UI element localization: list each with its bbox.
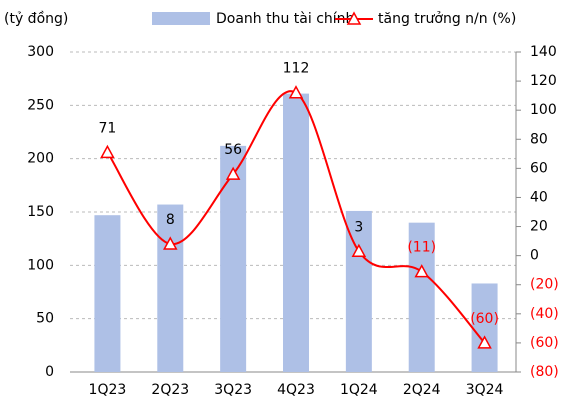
bar [94, 215, 121, 372]
y-tick-label: 0 [45, 364, 54, 380]
x-tick-label: 3Q24 [466, 382, 504, 398]
data-label: 56 [224, 142, 242, 158]
legend-label: Doanh thu tài chính [216, 11, 354, 27]
marker [351, 243, 367, 258]
marker [288, 85, 304, 99]
data-label: (11) [407, 240, 436, 256]
data-label: 71 [99, 120, 117, 136]
bar [345, 210, 372, 372]
data-label: (60) [470, 311, 499, 327]
y2-tick-label: (60) [530, 335, 559, 351]
bar [471, 283, 498, 372]
data-label: 3 [354, 219, 363, 235]
marker [100, 144, 115, 159]
x-tick-label: 1Q24 [340, 382, 378, 398]
data-label: 112 [283, 61, 310, 77]
marker [414, 264, 429, 278]
legend-label: tăng trưởng n/n (%) [378, 11, 516, 27]
y2-tick-label: 60 [530, 160, 548, 176]
x-tick-label: 4Q23 [277, 382, 315, 398]
data-label: 8 [166, 212, 175, 228]
y-tick-label: 50 [36, 311, 54, 327]
y2-tick-label: 100 [530, 102, 557, 118]
y2-tick-label: 40 [530, 189, 548, 205]
y2-tick-label: 80 [530, 131, 548, 147]
y-axis-label: (tỷ đồng) [4, 10, 68, 27]
y-tick-label: 100 [27, 257, 54, 273]
y-tick-label: 250 [27, 97, 54, 113]
marker [225, 166, 241, 180]
y-tick-label: 300 [27, 44, 54, 60]
marker [163, 236, 178, 250]
y2-tick-label: (40) [530, 306, 559, 322]
y2-tick-label: 140 [530, 44, 557, 60]
legend-marker [346, 11, 362, 25]
x-tick-label: 2Q23 [151, 382, 189, 398]
bar [408, 222, 435, 372]
y-tick-label: 200 [27, 151, 54, 167]
y2-tick-label: 20 [530, 219, 548, 235]
x-tick-label: 1Q23 [89, 382, 127, 398]
y2-tick-label: 120 [530, 73, 557, 89]
bar [283, 93, 309, 372]
y-tick-label: 150 [27, 204, 54, 220]
legend-swatch [152, 12, 210, 25]
y2-tick-label: (80) [530, 364, 559, 380]
y2-tick-label: 0 [530, 248, 539, 264]
marker [477, 335, 492, 349]
x-tick-label: 3Q23 [214, 382, 252, 398]
bar [220, 145, 247, 372]
bar [157, 204, 184, 372]
y2-tick-label: (20) [530, 277, 559, 293]
x-tick-label: 2Q24 [403, 382, 441, 398]
